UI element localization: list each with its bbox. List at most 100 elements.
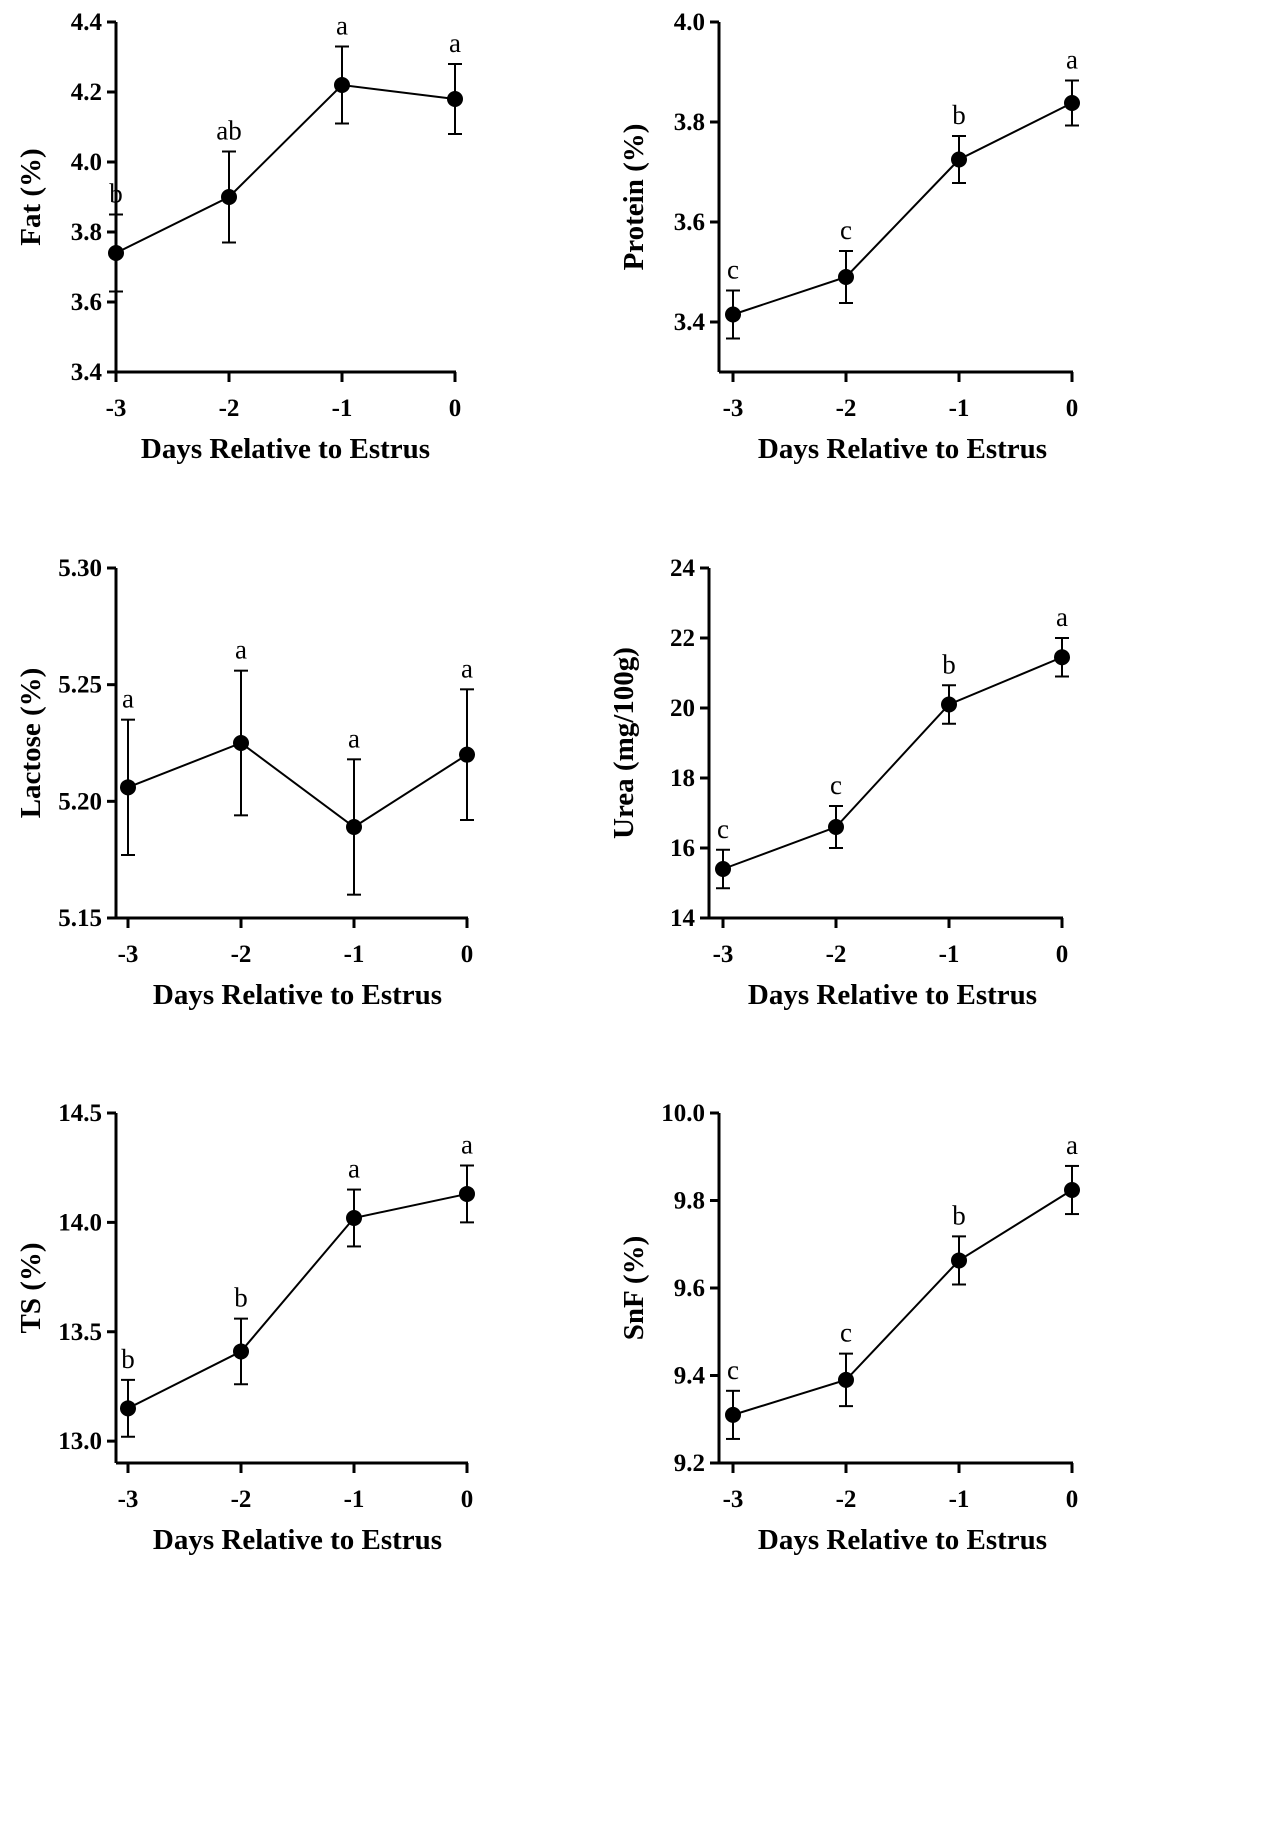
significance-letter: b — [952, 100, 966, 130]
significance-letter: b — [942, 649, 956, 679]
data-point — [941, 697, 957, 713]
significance-letter: a — [1056, 602, 1068, 632]
x-tick-label: -1 — [939, 941, 960, 968]
chart-panel-2: 3.4 3.6 3.8 4.0 -3 -2 -1 0 Days Relative to Estr… — [618, 9, 1080, 465]
y-tick-label: 10.0 — [661, 1100, 705, 1127]
data-point — [346, 819, 362, 835]
x-tick-label: -1 — [949, 1486, 970, 1513]
data-point — [334, 77, 350, 93]
x-tick-label: -3 — [723, 395, 744, 422]
y-axis-title: Fat (%) — [15, 148, 47, 245]
data-point — [1064, 1182, 1080, 1198]
significance-letter: c — [830, 770, 842, 800]
data-point — [447, 91, 463, 107]
y-axis-title: TS (%) — [15, 1242, 47, 1333]
y-tick-label: 9.6 — [674, 1275, 705, 1302]
y-tick-label: 3.6 — [71, 289, 102, 316]
x-tick-label: -1 — [332, 395, 353, 422]
y-tick-label: 14 — [670, 905, 696, 932]
significance-letter: b — [952, 1200, 966, 1230]
y-axis-title: SnF (%) — [618, 1236, 650, 1340]
chart-panel-5: 13.0 13.5 14.0 14.5 -3 -2 -1 0 Days Relative to … — [15, 1100, 475, 1556]
significance-letter: a — [461, 653, 473, 683]
y-tick-label: 4.0 — [674, 9, 705, 36]
x-axis-title: Days Relative to Estrus — [758, 1524, 1047, 1556]
significance-letter: c — [727, 1355, 739, 1385]
significance-letter: c — [727, 255, 739, 285]
data-point — [951, 1252, 967, 1268]
data-point — [459, 747, 475, 763]
data-point — [725, 307, 741, 323]
x-axis-title: Days Relative to Estrus — [141, 433, 430, 465]
x-tick-label: -2 — [836, 395, 857, 422]
series-line — [128, 1194, 467, 1408]
y-tick-label: 3.4 — [71, 359, 103, 386]
y-tick-label: 18 — [670, 765, 695, 792]
series-line — [733, 1190, 1072, 1415]
y-tick-label: 16 — [670, 835, 695, 862]
x-tick-label: -1 — [344, 941, 365, 968]
data-point — [1064, 95, 1080, 111]
x-axis-title: Days Relative to Estrus — [153, 979, 442, 1011]
x-tick-label: -2 — [231, 1486, 252, 1513]
series-line — [723, 657, 1062, 869]
significance-letter: a — [348, 1154, 360, 1184]
y-tick-label: 9.4 — [674, 1363, 706, 1390]
significance-letter: a — [461, 1130, 473, 1160]
y-tick-label: 14.0 — [58, 1209, 102, 1236]
series-line — [116, 85, 455, 253]
significance-letter: a — [449, 28, 461, 58]
y-tick-label: 14.5 — [58, 1100, 102, 1127]
significance-letter: a — [235, 635, 247, 665]
data-point — [120, 1400, 136, 1416]
y-tick-label: 22 — [670, 625, 695, 652]
y-axis-title: Lactose (%) — [15, 668, 47, 819]
significance-letter: a — [1066, 45, 1078, 75]
data-point — [108, 245, 124, 261]
x-axis-title: Days Relative to Estrus — [748, 979, 1037, 1011]
x-tick-label: 0 — [461, 941, 474, 968]
y-tick-label: 3.4 — [674, 309, 706, 336]
y-tick-label: 5.15 — [58, 905, 102, 932]
x-tick-label: -2 — [826, 941, 847, 968]
data-point — [233, 1343, 249, 1359]
y-tick-label: 4.0 — [71, 149, 102, 176]
x-tick-label: -3 — [713, 941, 734, 968]
y-tick-label: 4.4 — [71, 9, 103, 36]
significance-letter: c — [840, 1318, 852, 1348]
y-tick-label: 3.8 — [71, 219, 102, 246]
y-tick-label: 5.25 — [58, 672, 102, 699]
data-point — [838, 1372, 854, 1388]
x-tick-label: -1 — [344, 1486, 365, 1513]
data-point — [725, 1407, 741, 1423]
chart-panel-6: 9.2 9.4 9.6 9.8 10.0 -3 -2 -1 0 Days Relative to … — [618, 1100, 1080, 1556]
significance-letter: ab — [216, 116, 241, 146]
series-line — [733, 103, 1072, 315]
y-axis-title: Urea (mg/100g) — [608, 647, 640, 839]
figure: 3.43.63.84.04.24.4-3 -2 -1 0Days Relative t… — [0, 0, 1279, 1822]
series-line — [128, 743, 467, 827]
y-tick-label: 3.6 — [674, 209, 705, 236]
x-tick-label: -3 — [106, 395, 127, 422]
y-tick-label: 9.2 — [674, 1450, 705, 1477]
significance-letter: c — [840, 215, 852, 245]
x-tick-label: 0 — [1066, 1486, 1079, 1513]
data-point — [233, 735, 249, 751]
significance-letter: c — [717, 814, 729, 844]
significance-letter: b — [234, 1283, 248, 1313]
significance-letter: a — [336, 11, 348, 41]
significance-letter: b — [121, 1344, 135, 1374]
y-tick-label: 13.0 — [58, 1428, 102, 1455]
data-point — [1054, 649, 1070, 665]
chart-panel-4: 14 16 18 20 22 24 -3 -2 -1 0 Days Relative to Estr… — [608, 555, 1070, 1011]
x-tick-label: -2 — [219, 395, 240, 422]
y-tick-label: 5.20 — [58, 788, 102, 815]
y-tick-label: 9.8 — [674, 1188, 705, 1215]
data-point — [838, 269, 854, 285]
data-point — [715, 861, 731, 877]
data-point — [951, 152, 967, 168]
data-point — [459, 1186, 475, 1202]
significance-letter: a — [348, 723, 360, 753]
x-axis-title: Days Relative to Estrus — [153, 1524, 442, 1556]
x-tick-label: -3 — [723, 1486, 744, 1513]
